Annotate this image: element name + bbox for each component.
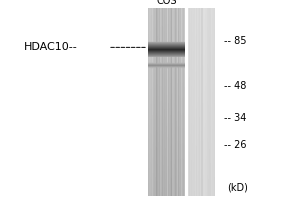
Text: (kD): (kD) xyxy=(227,182,248,192)
Text: COS: COS xyxy=(156,0,177,6)
Text: -- 85: -- 85 xyxy=(224,36,247,46)
Text: HDAC10--: HDAC10-- xyxy=(24,42,78,52)
Text: -- 48: -- 48 xyxy=(224,81,246,91)
Text: -- 26: -- 26 xyxy=(224,140,247,150)
Text: -- 34: -- 34 xyxy=(224,113,246,123)
